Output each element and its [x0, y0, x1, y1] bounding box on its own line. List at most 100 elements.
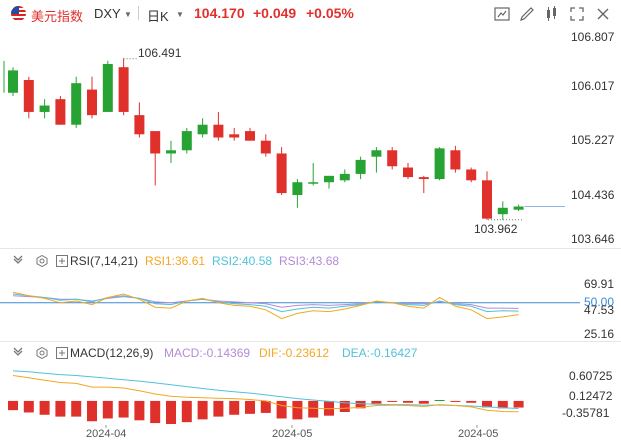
- candle-body: [102, 64, 113, 112]
- candle-body: [403, 167, 413, 178]
- macd-histogram-bar: [150, 400, 161, 424]
- date-axis-label: 2024-04: [86, 428, 127, 440]
- candle-body: [197, 124, 208, 135]
- macd-histogram-bar: [213, 400, 224, 417]
- candle-body: [245, 131, 255, 141]
- price-axis-tick: 103.646: [571, 232, 615, 246]
- macd-title: MACD(12,26,9): [70, 346, 154, 360]
- rsi-title: RSI(7,14,21): [70, 254, 139, 268]
- price-change: +0.049: [253, 5, 297, 21]
- candle-body: [355, 159, 366, 174]
- macd-histogram-bar: [497, 400, 508, 409]
- macd-axis-tick: 0.12472: [569, 389, 613, 403]
- period-dropdown-icon[interactable]: ▼: [176, 10, 184, 19]
- macd-histogram-bar: [387, 400, 398, 402]
- candle-body: [276, 153, 287, 194]
- rsi2-value: RSI2:40.58: [212, 254, 273, 268]
- macd-legend: MACD(12,26,9) MACD:-0.14369 DIF:-0.23612…: [0, 346, 621, 362]
- macd-histogram-bar: [71, 400, 82, 417]
- candle-body: [181, 131, 192, 151]
- candle-body: [466, 169, 477, 181]
- macd-histogram-bar: [418, 400, 429, 404]
- macd-histogram-bar: [166, 400, 176, 424]
- candle-body: [387, 150, 398, 167]
- macd-histogram-bar: [102, 400, 113, 419]
- rsi3-value: RSI3:43.68: [279, 254, 340, 268]
- rsi-axis-tick: 50.00: [584, 295, 615, 309]
- candle-body: [166, 150, 176, 154]
- last-price: 104.170: [194, 5, 245, 21]
- candle-body: [55, 99, 66, 125]
- macd-histogram-bar: [260, 400, 271, 413]
- period-selector[interactable]: 日K: [147, 9, 169, 24]
- macd-value: MACD:-0.14369: [164, 346, 251, 360]
- macd-axis-tick: 0.60725: [569, 369, 613, 383]
- candle-body: [39, 105, 50, 112]
- macd-histogram-bar: [118, 400, 129, 418]
- fullscreen-icon[interactable]: [493, 5, 511, 23]
- candle-body: [450, 150, 461, 170]
- candle-body: [308, 182, 319, 184]
- dea-value: DEA:-0.16427: [342, 346, 418, 360]
- macd-histogram-bar: [355, 400, 366, 409]
- rsi2-line: [12, 293, 519, 313]
- macd-histogram-bar: [308, 400, 319, 418]
- date-axis-label: 2024-05: [458, 428, 499, 440]
- rsi-legend: RSI(7,14,21) RSI1:36.61 RSI2:40.58 RSI3:…: [0, 254, 621, 270]
- candle-body: [292, 182, 303, 196]
- rsi1-value: RSI1:36.61: [145, 254, 206, 268]
- dif-value: DIF:-0.23612: [259, 346, 330, 360]
- macd-histogram-bar: [371, 400, 382, 404]
- macd-histogram-bar: [197, 400, 208, 420]
- instrument-code[interactable]: DXY: [94, 6, 121, 21]
- macd-histogram-bar: [276, 400, 287, 419]
- candle-body: [213, 124, 224, 138]
- macd-axis-tick: -0.35781: [562, 406, 610, 420]
- candle-body: [150, 131, 161, 154]
- rsi-axis-tick: 47.53: [584, 303, 615, 317]
- price-axis-tick: 106.807: [571, 30, 615, 44]
- macd-histogram-bar: [87, 400, 97, 422]
- candle-body: [118, 67, 129, 112]
- price-axis-tick: 106.017: [571, 79, 615, 93]
- candle-body: [324, 175, 334, 183]
- macd-histogram-bar: [450, 400, 461, 402]
- quote-header: 美元指数 DXY ▼ 日K ▼ 104.170 +0.049 +0.05%: [0, 0, 621, 26]
- macd-histogram-bar: [23, 400, 34, 413]
- price-change-pct: +0.05%: [306, 5, 354, 21]
- macd-histogram-bar: [513, 400, 524, 408]
- candle-body: [418, 177, 429, 180]
- candle-body: [371, 150, 382, 157]
- candle-body: [260, 140, 271, 154]
- candle-body: [229, 134, 240, 138]
- macd-histogram-bar: [39, 400, 50, 415]
- candle-body: [134, 115, 145, 135]
- macd-histogram-bar: [134, 400, 145, 421]
- candle-body: [8, 70, 18, 93]
- price-axis-tick: 104.436: [571, 188, 615, 202]
- macd-histogram-bar: [55, 400, 66, 417]
- instrument-name[interactable]: 美元指数: [31, 9, 84, 24]
- macd-histogram-bar: [229, 400, 240, 415]
- macd-histogram-bar: [434, 400, 445, 401]
- candle-body: [434, 148, 445, 180]
- rsi-axis-tick: 25.16: [584, 327, 615, 341]
- macd-histogram-bar: [245, 400, 255, 414]
- candle-body: [513, 206, 524, 210]
- close-icon[interactable]: [594, 5, 612, 23]
- panel-divider: [0, 341, 621, 342]
- price-axis-tick: 105.227: [571, 133, 615, 147]
- macd-histogram-bar: [181, 400, 192, 423]
- rsi-axis-tick: 69.91: [584, 277, 615, 291]
- expand-icon[interactable]: [568, 5, 586, 23]
- instrument-dropdown-icon[interactable]: ▼: [124, 10, 132, 19]
- indicator-icon[interactable]: [543, 5, 561, 23]
- macd-histogram-bar: [8, 400, 18, 411]
- low-price-label: 103.962: [474, 222, 518, 236]
- candle-body: [482, 180, 492, 219]
- draw-icon[interactable]: [518, 5, 536, 23]
- high-price-label: 106.491: [138, 46, 182, 60]
- macd-histogram-bar: [466, 400, 477, 403]
- date-axis-label: 2024-05: [272, 428, 313, 440]
